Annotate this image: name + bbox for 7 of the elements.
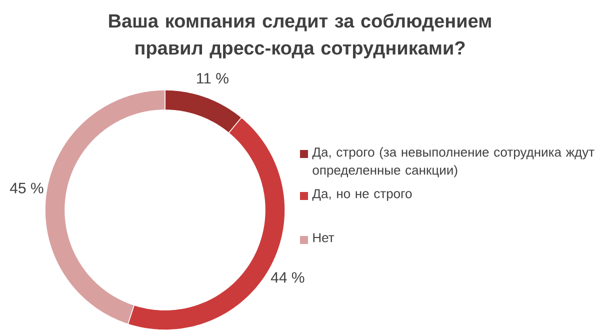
chart-title: Ваша компания следит за соблюдением правил дресс-кода сотрудниками? (109, 14, 491, 58)
legend-label: Да, но не строго (312, 189, 412, 201)
data-label: 11 % (197, 73, 228, 84)
data-label: 45 % (10, 182, 44, 194)
legend-label: Нет (313, 233, 334, 242)
legend-label: Да, строго (за невыполнение сотрудника ждут определенные санкции) (312, 147, 594, 178)
data-label: 44 % (270, 272, 304, 283)
